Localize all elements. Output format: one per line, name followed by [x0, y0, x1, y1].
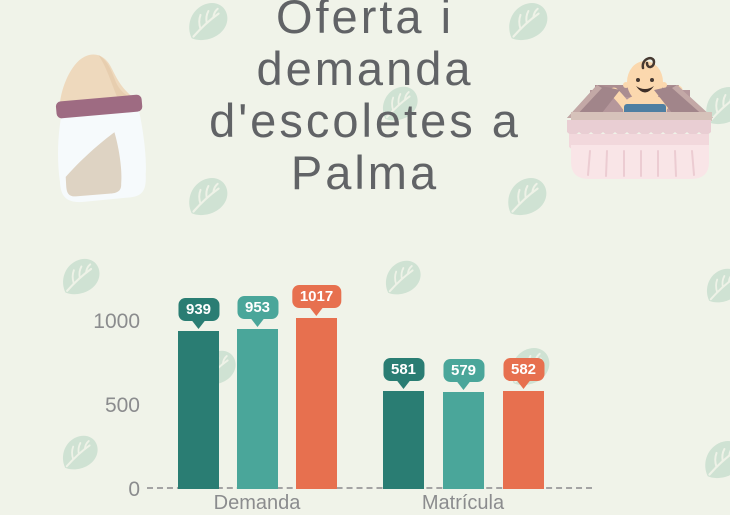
leaf-icon — [62, 257, 101, 296]
value-badge: 939 — [177, 298, 220, 329]
crib-band-upper — [567, 120, 711, 135]
page-title: Oferta i demanda d'escoletes a Palma — [0, 0, 730, 199]
bottle-nipple-shade — [98, 54, 138, 101]
title-line-3: d'escoletes a — [209, 94, 521, 147]
y-axis-tick-0: 0 — [128, 478, 140, 501]
baby-hair-curl — [641, 56, 656, 70]
title-line-4: Palma — [290, 146, 440, 199]
bar-group1-serie-3 — [296, 318, 337, 489]
bottle-ring — [55, 94, 143, 119]
bar-group1-serie-2 — [237, 329, 278, 489]
value-badge: 953 — [236, 296, 279, 327]
value-badge: 581 — [382, 358, 425, 389]
bar-group2-serie-2 — [443, 392, 484, 489]
crib-mattress-strip — [571, 112, 712, 121]
title-line-2: demanda — [256, 42, 474, 95]
bottle-liquid — [65, 132, 122, 197]
badge-pointer-icon — [191, 320, 206, 329]
bar-group2-serie-3 — [503, 391, 544, 489]
zero-baseline — [147, 487, 592, 489]
value-badge: 582 — [502, 358, 545, 389]
leaf-icon — [384, 259, 422, 296]
value-badge: 579 — [442, 359, 485, 390]
leaf-icon — [61, 434, 99, 471]
badge-pointer-icon — [250, 318, 265, 327]
bar-group1-serie-1 — [178, 331, 219, 489]
badge-pointer-icon — [456, 381, 471, 390]
baby-smile — [636, 86, 654, 93]
y-axis-tick-1000: 1000 — [93, 310, 140, 333]
leaf-icon — [705, 267, 730, 304]
badge-pointer-icon — [516, 380, 531, 389]
value-badge: 1017 — [291, 285, 342, 316]
badge-pointer-icon — [309, 307, 324, 316]
baby-bottle-icon — [55, 54, 146, 203]
leaf-icon — [704, 439, 730, 480]
baby-crib-illustration — [567, 56, 713, 179]
x-axis-label-group-2: Matrícula — [421, 492, 505, 514]
x-axis-label-group-1: Demanda — [213, 492, 301, 514]
title-line-1: Oferta i — [275, 0, 455, 43]
badge-pointer-icon — [396, 380, 411, 389]
y-axis-tick-500: 500 — [104, 394, 140, 417]
bar-group2-serie-1 — [383, 391, 424, 489]
